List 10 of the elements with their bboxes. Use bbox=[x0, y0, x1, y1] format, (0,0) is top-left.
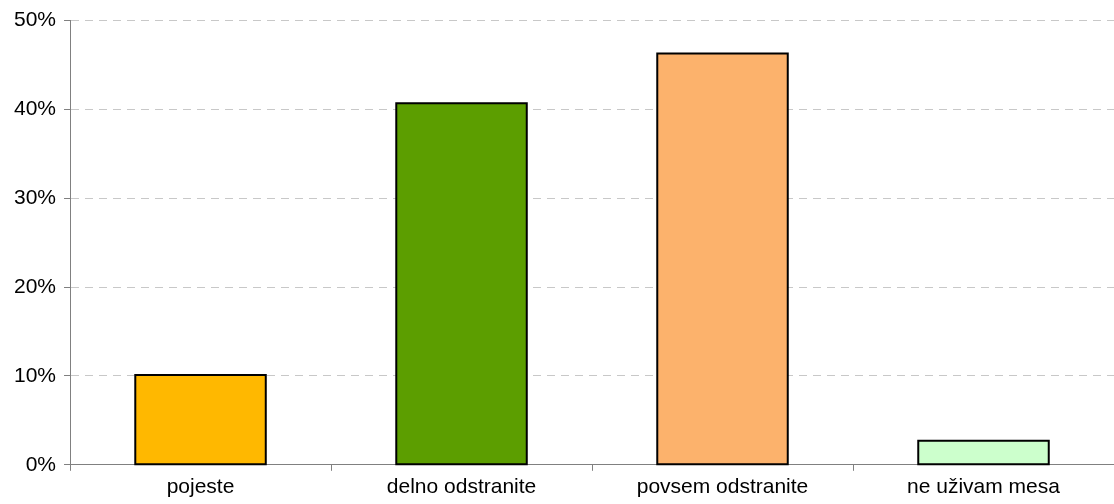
y-tick-label: 10% bbox=[14, 362, 57, 386]
y-tick-label: 0% bbox=[25, 451, 57, 475]
y-tick-label: 20% bbox=[14, 273, 57, 297]
y-tick-label: 30% bbox=[14, 185, 57, 209]
x-tick-label: pojeste bbox=[166, 474, 235, 498]
y-tick-label: 50% bbox=[14, 7, 57, 31]
x-tick-label: delno odstranite bbox=[386, 474, 537, 498]
x-tick-label: ne uživam mesa bbox=[907, 474, 1061, 498]
x-tick-label: povsem odstranite bbox=[636, 474, 809, 498]
y-tick-label: 40% bbox=[14, 96, 57, 120]
